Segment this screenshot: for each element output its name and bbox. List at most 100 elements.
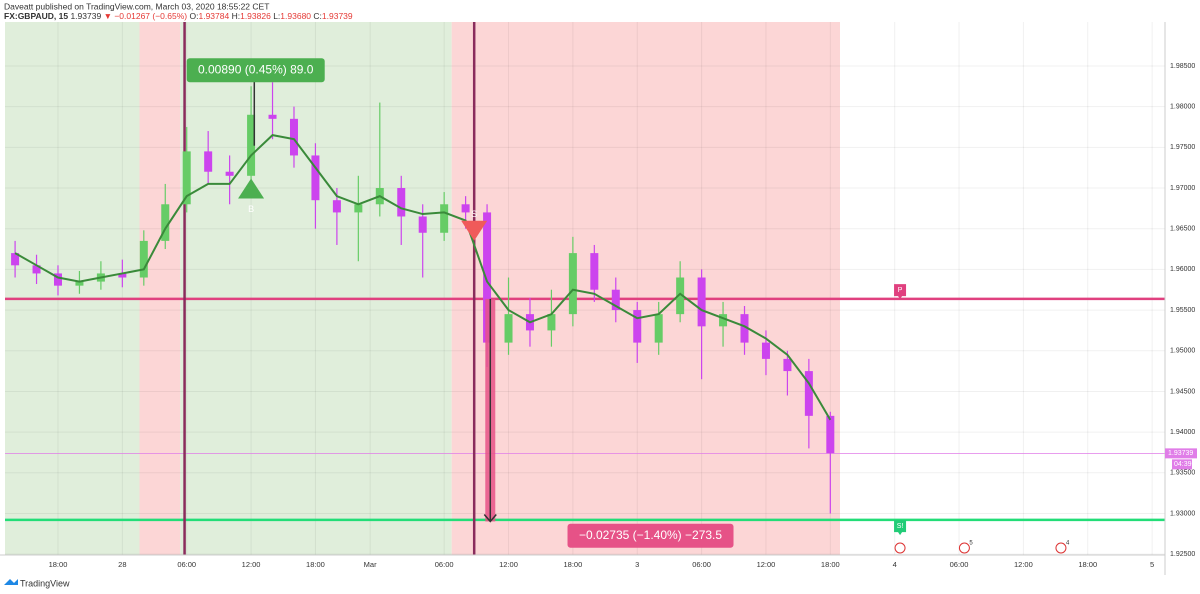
countdown: 04:39 — [1174, 461, 1192, 468]
candle-body — [783, 358, 792, 372]
x-tick-label: 06:00 — [435, 560, 454, 569]
candle-body — [397, 188, 406, 217]
l-value: 1.93680 — [280, 11, 311, 21]
measure-label: −0.02735 (−1.40%) −273.5 — [579, 528, 722, 542]
plot: 0.00890 (0.45%) 89.0 −0.02735 (−1.40%) −2… — [5, 22, 1165, 555]
candle-body — [504, 314, 513, 343]
candle-body — [719, 314, 728, 327]
candle-body — [268, 114, 277, 119]
candle-body — [547, 314, 556, 331]
event-icon — [958, 542, 970, 554]
region — [139, 22, 181, 555]
candle-body — [676, 277, 685, 315]
signal-label: P — [898, 287, 903, 294]
y-tick-label: 1.95000 — [1170, 348, 1195, 355]
candle-body — [311, 155, 320, 201]
signal-label: S — [471, 209, 477, 219]
event-label: 4 — [1066, 541, 1070, 547]
measure-arrow-head — [483, 513, 497, 523]
x-tick-label: 12:00 — [242, 560, 261, 569]
x-tick-label: 18:00 — [563, 560, 582, 569]
candle-body — [247, 114, 256, 176]
x-tick-label: 18:00 — [821, 560, 840, 569]
candle-body — [804, 371, 813, 416]
symbol: FX:GBPAUD, 15 — [4, 11, 68, 21]
y-tick-label: 1.96000 — [1170, 266, 1195, 273]
x-tick-label: 12:00 — [1014, 560, 1033, 569]
c-value: 1.93739 — [322, 11, 353, 21]
c-label: C: — [313, 11, 322, 21]
event-icon — [894, 542, 906, 554]
candle-body — [75, 281, 84, 286]
candle-body — [483, 212, 492, 343]
candle-body — [225, 171, 234, 176]
candle-body — [204, 151, 213, 172]
candle-body — [568, 253, 577, 315]
signal — [894, 520, 907, 536]
y-tick-label: 1.96500 — [1170, 226, 1195, 233]
candle-body — [11, 253, 20, 266]
x-tick-label: 18:00 — [1078, 560, 1097, 569]
signal-label: B — [248, 204, 254, 214]
y-tick-label: 1.98000 — [1170, 103, 1195, 110]
candle-body — [32, 265, 41, 274]
y-tick-label: 1.95500 — [1170, 307, 1195, 314]
y-tick-label: 1.97500 — [1170, 144, 1195, 151]
candle-body — [654, 314, 663, 343]
y-tick-label: 1.93000 — [1170, 510, 1195, 517]
candle-body — [139, 240, 148, 278]
signal — [238, 178, 265, 199]
y-tick-label: 1.94500 — [1170, 388, 1195, 395]
x-tick-label: 06:00 — [177, 560, 196, 569]
measure-box — [567, 523, 734, 548]
publisher: Daveatt published on TradingView.com, Ma… — [4, 1, 269, 11]
candle-body — [118, 273, 127, 278]
candle-body — [354, 204, 363, 213]
brand-logo — [4, 579, 18, 585]
region — [451, 22, 840, 555]
x-tick-label: 18:00 — [306, 560, 325, 569]
measure-label: 0.00890 (0.45%) 89.0 — [198, 62, 314, 76]
event-label: 5 — [969, 541, 973, 547]
o-label: O: — [190, 11, 199, 21]
region — [180, 22, 452, 555]
last-price-box — [1165, 448, 1197, 459]
h-value: 1.93826 — [240, 11, 271, 21]
x-tick-label: 06:00 — [950, 560, 969, 569]
candle-body — [740, 314, 749, 343]
x-tick-label: 3 — [635, 560, 639, 569]
moving-average — [14, 134, 832, 421]
x-tick-label: 06:00 — [692, 560, 711, 569]
l-label: L: — [273, 11, 280, 21]
brand: TradingView — [20, 578, 70, 588]
x-tick-label: 28 — [118, 560, 126, 569]
h-label: H: — [232, 11, 241, 21]
candle-body — [418, 216, 427, 233]
candle-body — [289, 118, 298, 156]
candle-body — [590, 253, 599, 290]
last: 1.93739 — [70, 11, 101, 21]
signal — [894, 284, 907, 300]
x-tick-label: 5 — [1150, 560, 1154, 569]
x-tick-label: 12:00 — [757, 560, 776, 569]
x-tick-label: Mar — [364, 560, 377, 569]
candle-body — [182, 151, 191, 205]
candle-body — [53, 273, 62, 286]
x-tick-label: 12:00 — [499, 560, 518, 569]
region — [5, 22, 140, 555]
y-tick-label: 1.94000 — [1170, 429, 1195, 436]
countdown-box — [1172, 459, 1192, 470]
x-tick-label: 4 — [893, 560, 897, 569]
measure-box — [186, 58, 325, 83]
candle-body — [332, 200, 341, 213]
candle-body — [611, 289, 620, 311]
o-value: 1.93784 — [198, 11, 229, 21]
x-tick-label: 18:00 — [49, 560, 68, 569]
event-icon — [1055, 542, 1067, 554]
candle-body — [161, 204, 170, 241]
candle-body — [440, 204, 449, 233]
change: ▼ −0.01267 (−0.65%) — [104, 11, 188, 21]
signal — [461, 220, 488, 241]
